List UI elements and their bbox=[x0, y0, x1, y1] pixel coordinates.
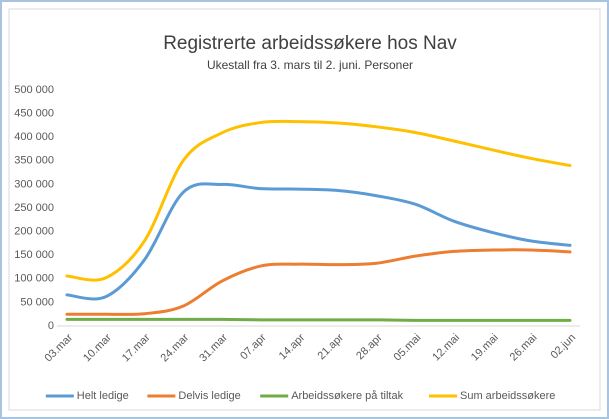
y-tick-label: 250 000 bbox=[14, 202, 54, 214]
y-tick-label: 500 000 bbox=[14, 84, 54, 96]
y-tick-label: 400 000 bbox=[14, 131, 54, 143]
y-tick-label: 100 000 bbox=[14, 273, 54, 285]
plot-frame bbox=[8, 8, 601, 411]
series-line bbox=[65, 182, 572, 301]
y-tick-label: 200 000 bbox=[14, 226, 54, 238]
series-line bbox=[65, 248, 572, 316]
y-tick-label: 50 000 bbox=[20, 296, 54, 308]
legend-label: Sum arbeidssøkere bbox=[460, 390, 555, 402]
y-tick-label: 0 bbox=[48, 320, 54, 332]
series-line bbox=[65, 317, 572, 322]
legend-label: Arbeidssøkere på tiltak bbox=[291, 390, 403, 402]
y-tick-label: 450 000 bbox=[14, 108, 54, 120]
y-tick-label: 350 000 bbox=[14, 155, 54, 167]
y-tick-label: 150 000 bbox=[14, 249, 54, 261]
chart-subtitle: Ukestall fra 3. mars til 2. juni. Person… bbox=[207, 58, 413, 72]
series-line bbox=[65, 119, 572, 282]
chart-title: Registrerte arbeidssøkere hos Nav bbox=[163, 33, 457, 54]
y-tick-label: 300 000 bbox=[14, 178, 54, 190]
legend-label: Delvis ledige bbox=[178, 390, 240, 402]
legend-label: Helt ledige bbox=[77, 390, 129, 402]
